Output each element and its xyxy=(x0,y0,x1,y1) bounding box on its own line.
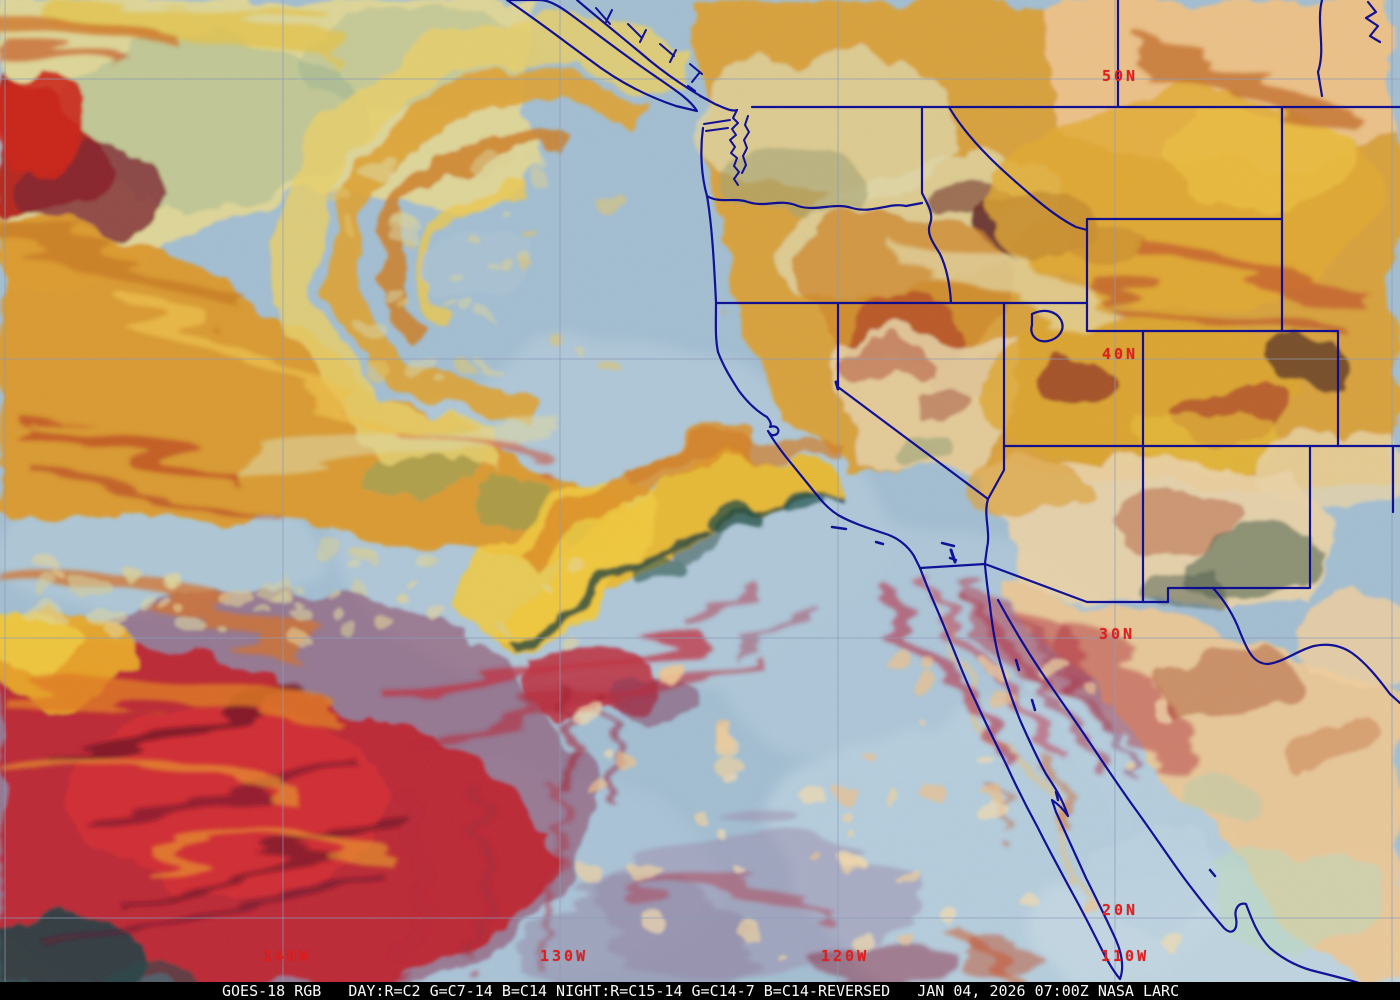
grid-label: 40N xyxy=(1102,345,1139,363)
rio-grande xyxy=(1211,586,1400,705)
gulf-of-california-islands xyxy=(1014,658,1217,878)
lake-tahoe xyxy=(834,380,840,391)
canada-province-lines xyxy=(1116,0,1382,108)
newmexico-texas-border xyxy=(1211,444,1312,590)
timestamp-label: JAN 04, 2026 07:00Z NASA LARC xyxy=(917,982,1180,1000)
mexico-mainland-coast xyxy=(996,598,1360,982)
us-mexico-border xyxy=(918,562,1215,604)
grid-label: 120W xyxy=(821,947,870,965)
bc-mainland-coast xyxy=(575,0,739,112)
nevada-arizona-border xyxy=(986,444,1006,501)
coastline-and-borders xyxy=(505,0,1400,982)
status-bar: GOES-18 RGB DAY:R=C2 G=C7-14 B=C14 NIGHT:… xyxy=(0,982,1400,1000)
columbia-river-border xyxy=(705,194,924,211)
grid-label: 20N xyxy=(1102,901,1139,919)
product-name-label: GOES-18 RGB xyxy=(222,982,322,1000)
olympic-coast xyxy=(700,126,709,198)
grid-label: 140W xyxy=(263,947,312,965)
idaho-west-border xyxy=(920,105,953,305)
bc-fjords xyxy=(595,7,703,83)
idaho-montana-border xyxy=(947,105,1089,232)
wyoming-montana-borders xyxy=(1085,105,1340,448)
grid-label: 30N xyxy=(1099,625,1136,643)
california-coast xyxy=(705,194,922,570)
salton-sea xyxy=(949,548,957,564)
grid-label: 130W xyxy=(540,947,589,965)
baja-california-coast xyxy=(918,563,1124,981)
grid-label: 110W xyxy=(1101,947,1150,965)
channel-islands xyxy=(830,525,958,562)
puget-sound-coast xyxy=(703,109,750,186)
channel-recipe-label: DAY:R=C2 G=C7-14 B=C14 NIGHT:R=C15-14 G=… xyxy=(348,982,891,1000)
great-salt-lake xyxy=(1030,309,1064,343)
grid-label: 50N xyxy=(1102,67,1139,85)
